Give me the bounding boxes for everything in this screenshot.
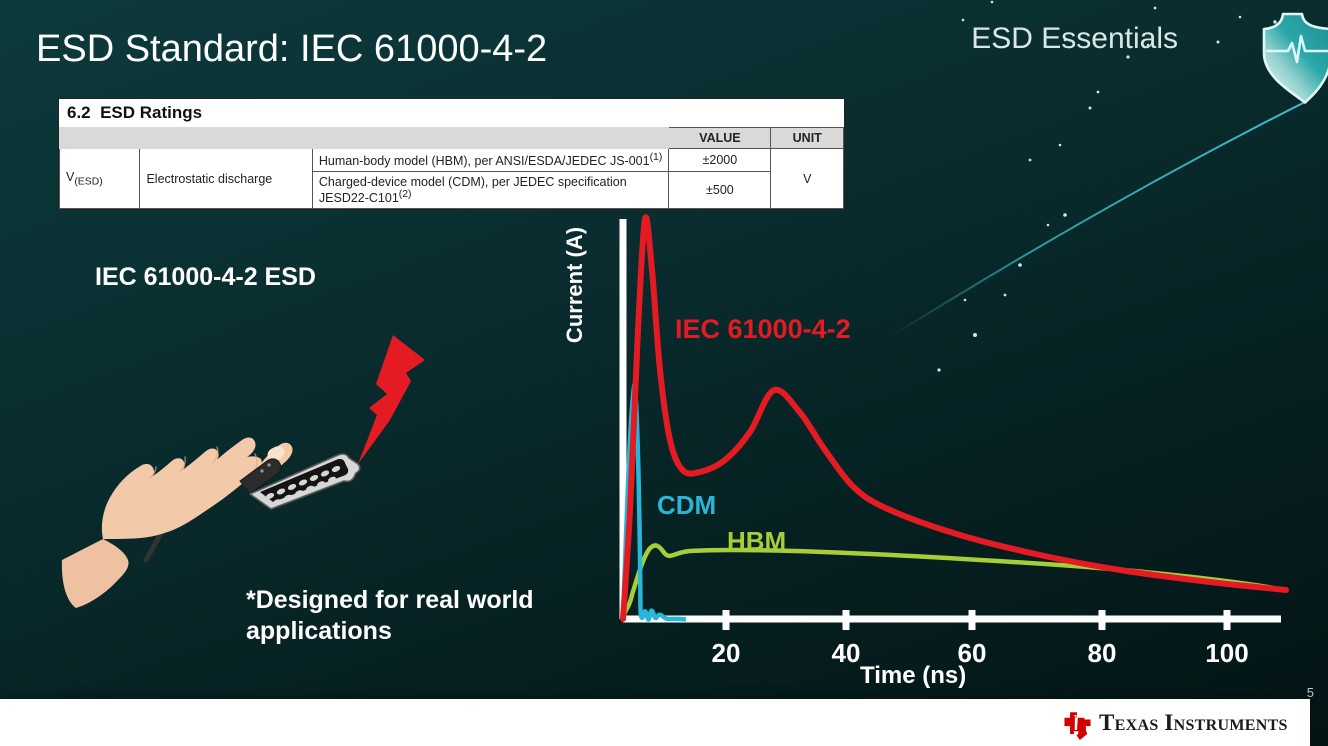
svg-text:CDM: CDM bbox=[657, 490, 716, 520]
svg-text:HBM: HBM bbox=[727, 526, 786, 556]
svg-text:80: 80 bbox=[1088, 638, 1117, 668]
svg-text:IEC 61000-4-2: IEC 61000-4-2 bbox=[675, 314, 851, 344]
svg-text:20: 20 bbox=[712, 638, 741, 668]
svg-text:40: 40 bbox=[832, 638, 861, 668]
svg-text:100: 100 bbox=[1205, 638, 1248, 668]
